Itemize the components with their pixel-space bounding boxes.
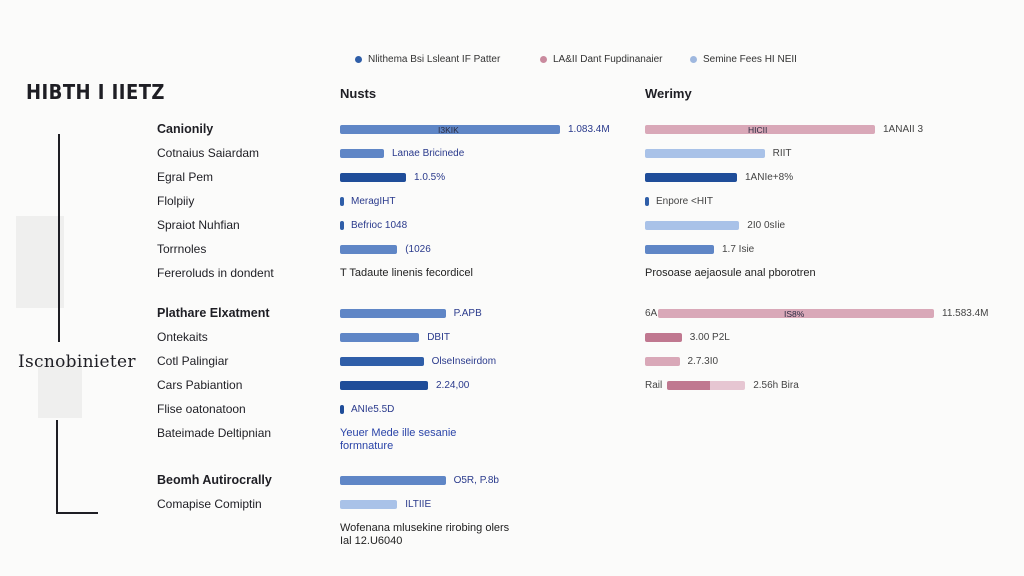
paper-shadow-upper (16, 216, 64, 308)
row-label: Flise oatonatoon (157, 402, 246, 416)
left-value-label: P.APB (453, 308, 482, 319)
left-value-label: DBIT (427, 332, 450, 343)
row-label: Bateimade Deltipnian (157, 426, 272, 440)
column-header-right: Werimy (645, 86, 692, 101)
legend-label: LA&II Dant Fupdinanaier (553, 54, 663, 65)
row-label: Egral Pem (157, 170, 214, 184)
right-bar-label: IS8% (784, 308, 805, 319)
left-value-label: ANIe5.5D (351, 404, 395, 415)
right-value-label: RIIT (772, 148, 792, 159)
right-bar (658, 309, 934, 318)
left-note: T Tadaute linenis fecordicel (340, 267, 473, 279)
legend-item: Semine Fees HI NEII (690, 54, 797, 65)
left-value-label: (1026 (405, 244, 431, 255)
left-bar (340, 476, 446, 485)
right-value-label: 2.7.3I0 (687, 356, 719, 367)
right-value-label: 3.00 P2L (689, 332, 730, 343)
legend-label: Semine Fees HI NEII (703, 54, 797, 65)
row-label: Cotnaius Saiardam (157, 146, 260, 160)
right-note: Prosoase aejaosule anal pborotren (645, 267, 816, 279)
legend-item: LA&II Dant Fupdinanaier (540, 54, 663, 65)
row-label: Fereroluds in dondent (157, 266, 274, 280)
group-header-label: Plathare Elxatment (157, 306, 270, 320)
right-prefix: 6A (645, 308, 658, 319)
bracket-line-foot (56, 512, 98, 514)
right-bar (645, 173, 737, 182)
column-header-left: Nusts (340, 86, 377, 101)
left-bar (340, 173, 406, 182)
left-tick-mark (340, 221, 344, 230)
right-bar (645, 333, 682, 342)
right-bar (645, 357, 680, 366)
left-bar (340, 333, 420, 342)
left-value-label: 2.24,00 (436, 380, 470, 391)
row-label: Comapise Comiptin (157, 497, 262, 511)
left-tick-mark (340, 405, 344, 414)
left-note: Yeuer Mede ille sesanie (340, 427, 457, 439)
left-value-label: ILTIIE (405, 499, 432, 510)
left-value-label: MeragIHT (351, 196, 396, 207)
row-label: Spraiot Nuhfian (157, 218, 240, 232)
left-bar (340, 357, 424, 366)
group-header-label: Beomh Autirocrally (157, 473, 272, 487)
left-note: formnature (340, 440, 394, 452)
row-label: Torrnoles (157, 242, 207, 256)
left-value-label: O5R, P.8b (453, 475, 499, 486)
right-bar (645, 149, 765, 158)
left-note: Ial 12.U6040 (340, 535, 403, 547)
right-bar (645, 221, 740, 230)
page-title: HIBTH I IIETZ (26, 80, 165, 104)
legend-swatch (690, 56, 697, 63)
right-tick-mark (645, 197, 649, 206)
right-value-label: 11.583.4M (942, 308, 989, 319)
left-note: Wofenana mlusekine rirobing olers (340, 522, 510, 534)
right-bar (667, 381, 746, 390)
group-header-label: Canionily (157, 122, 214, 136)
row-label: Flolpiiy (157, 194, 195, 208)
left-value-label: 1.0.5% (414, 172, 446, 183)
right-value-label: 1.7 Isie (722, 244, 755, 255)
row-label: Ontekaits (157, 330, 208, 344)
right-value-label: 2I0 0sIie (747, 220, 786, 231)
right-bar-label: HICII (748, 124, 768, 135)
bracket-line-lower (56, 420, 58, 512)
right-value-label: 1ANAII 3 (883, 124, 924, 135)
right-value-label: Enpore <HIT (656, 196, 713, 207)
right-bar (645, 245, 714, 254)
paper-shadow-lower (38, 360, 82, 418)
legend-item: Nlithema Bsi Lsleant IF Patter (355, 54, 500, 65)
side-label: Iscnobinieter (18, 352, 136, 372)
left-tick-mark (340, 197, 344, 206)
legend-swatch (540, 56, 547, 63)
left-value-label: Lanae Bricinede (392, 148, 465, 159)
left-bar-label: I3KIK (438, 124, 459, 135)
right-value-label: 2.56h Bira (753, 380, 799, 391)
right-bar (645, 125, 875, 134)
left-bar (340, 500, 398, 509)
left-value-label: 1.083.4M (568, 124, 610, 135)
left-value-label: Befrioc 1048 (351, 220, 408, 231)
left-bar (340, 125, 560, 134)
bracket-line-upper (58, 134, 60, 342)
legend-label: Nlithema Bsi Lsleant IF Patter (368, 54, 501, 65)
right-value-label: 1ANIe+8% (745, 172, 794, 183)
left-bar (340, 245, 398, 254)
legend-swatch (355, 56, 362, 63)
left-bar (340, 309, 446, 318)
left-value-label: OlseInseirdom (431, 356, 497, 367)
left-bar (340, 381, 428, 390)
row-label: Cotl Palingiar (157, 354, 229, 368)
right-prefix: Rail (645, 380, 663, 391)
left-bar (340, 149, 384, 158)
row-label: Cars Pabiantion (157, 378, 243, 392)
